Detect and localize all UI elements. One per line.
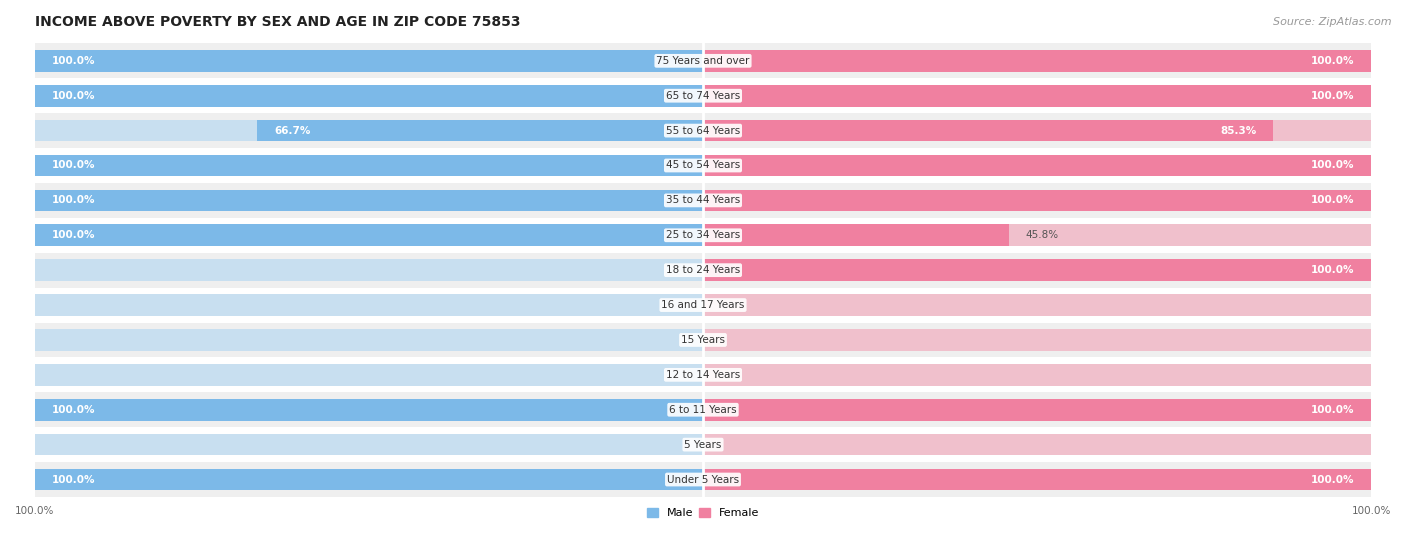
- Bar: [257, 120, 703, 141]
- Bar: [703, 120, 1272, 141]
- Text: 45.8%: 45.8%: [1026, 230, 1059, 240]
- Bar: [35, 120, 703, 141]
- Bar: [35, 50, 703, 71]
- Bar: [703, 329, 1371, 351]
- Text: 100.0%: 100.0%: [52, 91, 94, 100]
- Bar: [703, 120, 1371, 141]
- Text: 65 to 74 Years: 65 to 74 Years: [666, 91, 740, 100]
- Text: 100.0%: 100.0%: [52, 230, 94, 240]
- Text: 100.0%: 100.0%: [52, 405, 94, 415]
- Bar: [35, 155, 703, 176]
- Text: 100.0%: 100.0%: [52, 474, 94, 484]
- Text: 85.3%: 85.3%: [1220, 126, 1257, 136]
- Bar: [703, 259, 1371, 281]
- Bar: [35, 462, 1371, 497]
- Text: Source: ZipAtlas.com: Source: ZipAtlas.com: [1274, 17, 1392, 27]
- Bar: [35, 469, 703, 490]
- Bar: [35, 190, 703, 211]
- Bar: [35, 434, 703, 455]
- Bar: [35, 85, 703, 107]
- Bar: [35, 399, 703, 421]
- Bar: [703, 399, 1371, 421]
- Bar: [703, 434, 1371, 455]
- Text: 100.0%: 100.0%: [1312, 405, 1354, 415]
- Bar: [35, 190, 703, 211]
- Bar: [35, 427, 1371, 462]
- Bar: [703, 190, 1371, 211]
- Text: 100.0%: 100.0%: [52, 195, 94, 205]
- Bar: [35, 155, 703, 176]
- Bar: [703, 259, 1371, 281]
- Text: 100.0%: 100.0%: [1312, 265, 1354, 275]
- Text: 35 to 44 Years: 35 to 44 Years: [666, 195, 740, 205]
- Text: 66.7%: 66.7%: [274, 126, 311, 136]
- Text: 100.0%: 100.0%: [1312, 56, 1354, 66]
- Text: 18 to 24 Years: 18 to 24 Years: [666, 265, 740, 275]
- Bar: [35, 287, 1371, 323]
- Text: 100.0%: 100.0%: [52, 56, 94, 66]
- Bar: [703, 469, 1371, 490]
- Bar: [35, 85, 703, 107]
- Bar: [703, 224, 1010, 246]
- Text: INCOME ABOVE POVERTY BY SEX AND AGE IN ZIP CODE 75853: INCOME ABOVE POVERTY BY SEX AND AGE IN Z…: [35, 15, 520, 29]
- Text: 15 Years: 15 Years: [681, 335, 725, 345]
- Bar: [35, 329, 703, 351]
- Bar: [35, 44, 1371, 78]
- Bar: [703, 399, 1371, 421]
- Text: 55 to 64 Years: 55 to 64 Years: [666, 126, 740, 136]
- Bar: [703, 155, 1371, 176]
- Text: 75 Years and over: 75 Years and over: [657, 56, 749, 66]
- Bar: [35, 253, 1371, 287]
- Text: Under 5 Years: Under 5 Years: [666, 474, 740, 484]
- Bar: [35, 392, 1371, 427]
- Bar: [35, 399, 703, 421]
- Bar: [35, 218, 1371, 253]
- Bar: [35, 148, 1371, 183]
- Text: 16 and 17 Years: 16 and 17 Years: [661, 300, 745, 310]
- Bar: [703, 50, 1371, 71]
- Bar: [35, 364, 703, 386]
- Bar: [703, 50, 1371, 71]
- Bar: [35, 259, 703, 281]
- Bar: [35, 469, 703, 490]
- Bar: [703, 155, 1371, 176]
- Text: 100.0%: 100.0%: [1312, 91, 1354, 100]
- Bar: [35, 113, 1371, 148]
- Bar: [35, 294, 703, 316]
- Bar: [703, 224, 1371, 246]
- Text: 12 to 14 Years: 12 to 14 Years: [666, 370, 740, 380]
- Text: 25 to 34 Years: 25 to 34 Years: [666, 230, 740, 240]
- Bar: [35, 183, 1371, 218]
- Bar: [35, 224, 703, 246]
- Bar: [35, 50, 703, 71]
- Bar: [35, 224, 703, 246]
- Text: 45 to 54 Years: 45 to 54 Years: [666, 161, 740, 171]
- Text: 6 to 11 Years: 6 to 11 Years: [669, 405, 737, 415]
- Bar: [703, 85, 1371, 107]
- Text: 100.0%: 100.0%: [52, 161, 94, 171]
- Bar: [703, 469, 1371, 490]
- Legend: Male, Female: Male, Female: [643, 503, 763, 522]
- Bar: [703, 364, 1371, 386]
- Text: 100.0%: 100.0%: [1312, 474, 1354, 484]
- Bar: [703, 190, 1371, 211]
- Bar: [703, 85, 1371, 107]
- Text: 5 Years: 5 Years: [685, 440, 721, 450]
- Bar: [35, 358, 1371, 392]
- Bar: [703, 294, 1371, 316]
- Text: 100.0%: 100.0%: [1312, 161, 1354, 171]
- Text: 100.0%: 100.0%: [1312, 195, 1354, 205]
- Bar: [35, 323, 1371, 358]
- Bar: [35, 78, 1371, 113]
